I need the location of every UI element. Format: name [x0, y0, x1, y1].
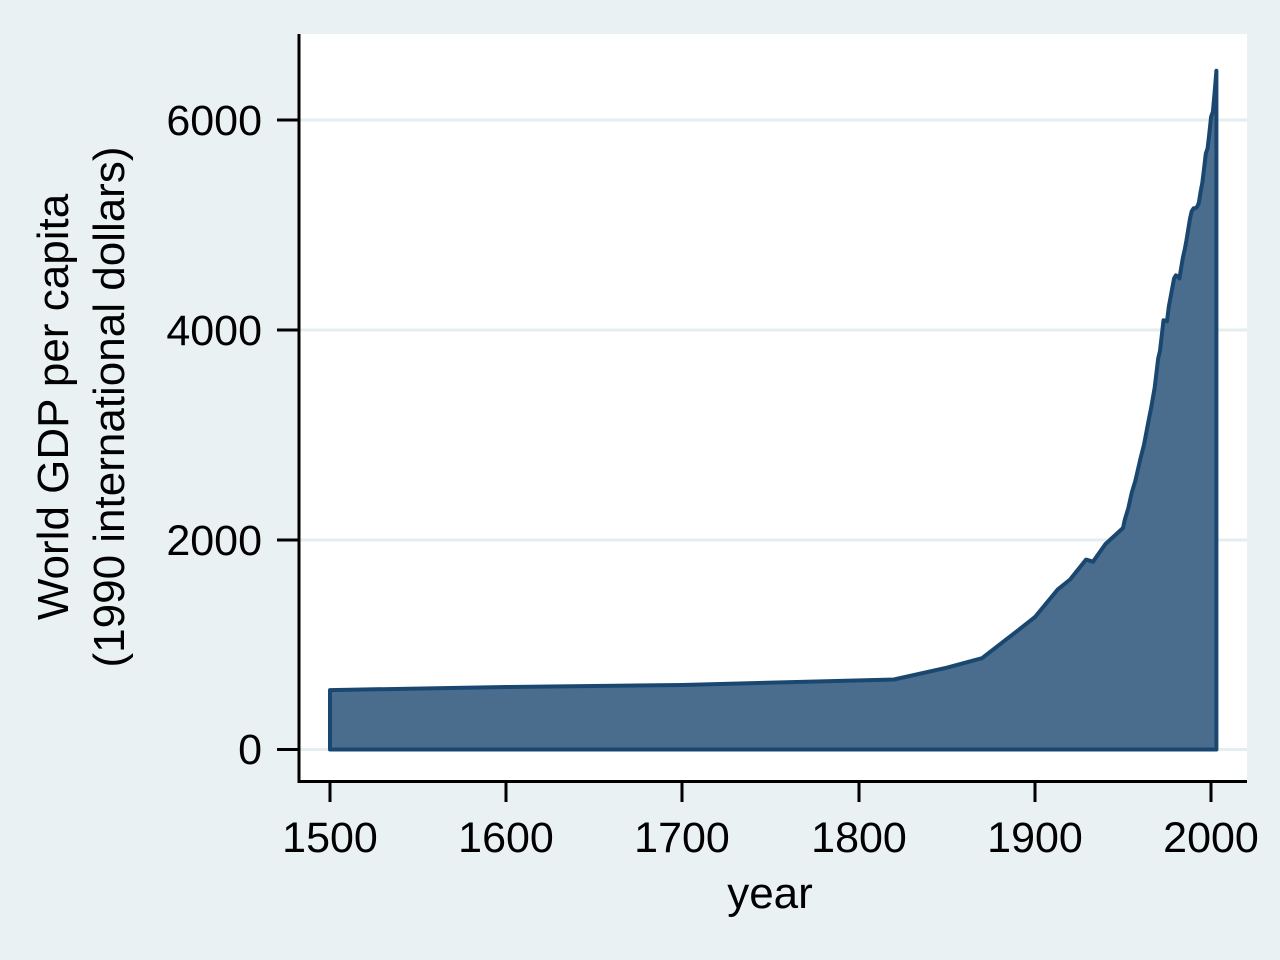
x-tick-label: 1900 — [987, 814, 1083, 862]
x-tick-label: 2000 — [1163, 814, 1259, 862]
y-tick-label: 0 — [238, 726, 262, 774]
y-axis-title-line2: (1990 international dollars) — [85, 147, 134, 668]
x-axis-title: year — [727, 869, 813, 918]
y-tick-labels: 0 2000 4000 6000 — [166, 97, 262, 774]
x-tick-label: 1700 — [634, 814, 730, 862]
x-tick-labels: 1500 1600 1700 1800 1900 2000 — [282, 814, 1259, 862]
y-axis-title: World GDP per capita (1990 international… — [29, 147, 134, 668]
y-tick-label: 4000 — [166, 307, 262, 355]
x-tick-marks — [328, 783, 1213, 802]
y-tick-label: 6000 — [166, 97, 262, 145]
x-tick-label: 1500 — [282, 814, 378, 862]
y-tick-label: 2000 — [166, 517, 262, 565]
y-axis-title-line1: World GDP per capita — [29, 193, 78, 620]
x-tick-label: 1600 — [458, 814, 554, 862]
x-tick-label: 1800 — [811, 814, 907, 862]
axes — [297, 34, 1247, 783]
gdp-area-series — [328, 68, 1219, 752]
y-tick-marks — [277, 118, 298, 751]
